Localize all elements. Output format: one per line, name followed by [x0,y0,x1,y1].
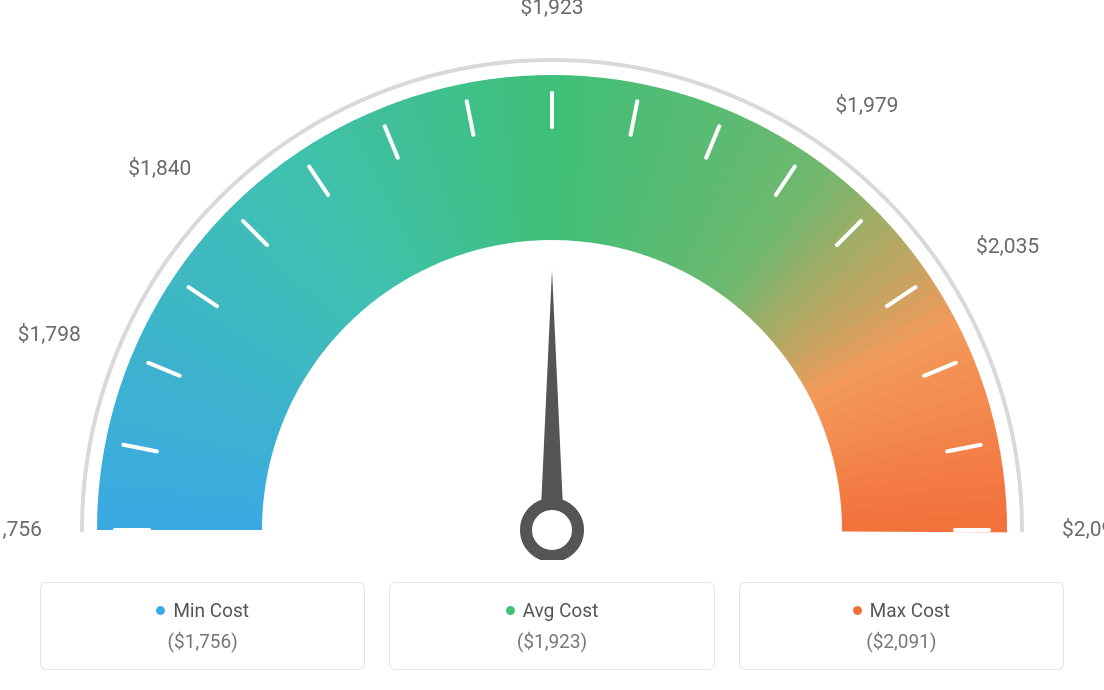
gauge-tick-label: $1,979 [835,94,898,118]
gauge-tick-label: $1,923 [520,0,583,20]
legend-label-avg: Avg Cost [523,599,599,622]
gauge-area: $1,756 $1,798 $1,840 $1,923 $1,979 $2,035 $2,0… [0,0,1104,560]
dot-icon [156,606,165,615]
legend-row: Min Cost ($1,756) Avg Cost ($1,923) Max … [40,582,1064,670]
gauge-svg [0,0,1104,560]
dot-icon [853,606,862,615]
dot-icon [506,606,515,615]
legend-value-min: ($1,756) [168,630,238,653]
gauge-tick-label: $1,840 [128,157,191,181]
gauge-tick-label: $1,756 [0,518,42,542]
legend-card-min: Min Cost ($1,756) [40,582,365,670]
legend-title-min: Min Cost [156,599,249,622]
legend-value-avg: ($1,923) [517,630,587,653]
chart-wrapper: $1,756 $1,798 $1,840 $1,923 $1,979 $2,035 $2,0… [0,0,1104,690]
legend-label-max: Max Cost [870,599,950,622]
legend-title-max: Max Cost [853,599,950,622]
gauge-tick-label: $2,091 [1062,518,1104,542]
legend-value-max: ($2,091) [866,630,936,653]
gauge-tick-label: $2,035 [976,235,1039,259]
legend-label-min: Min Cost [173,599,249,622]
legend-card-avg: Avg Cost ($1,923) [389,582,714,670]
legend-title-avg: Avg Cost [506,599,599,622]
legend-card-max: Max Cost ($2,091) [739,582,1064,670]
gauge-tick-label: $1,798 [18,323,81,347]
